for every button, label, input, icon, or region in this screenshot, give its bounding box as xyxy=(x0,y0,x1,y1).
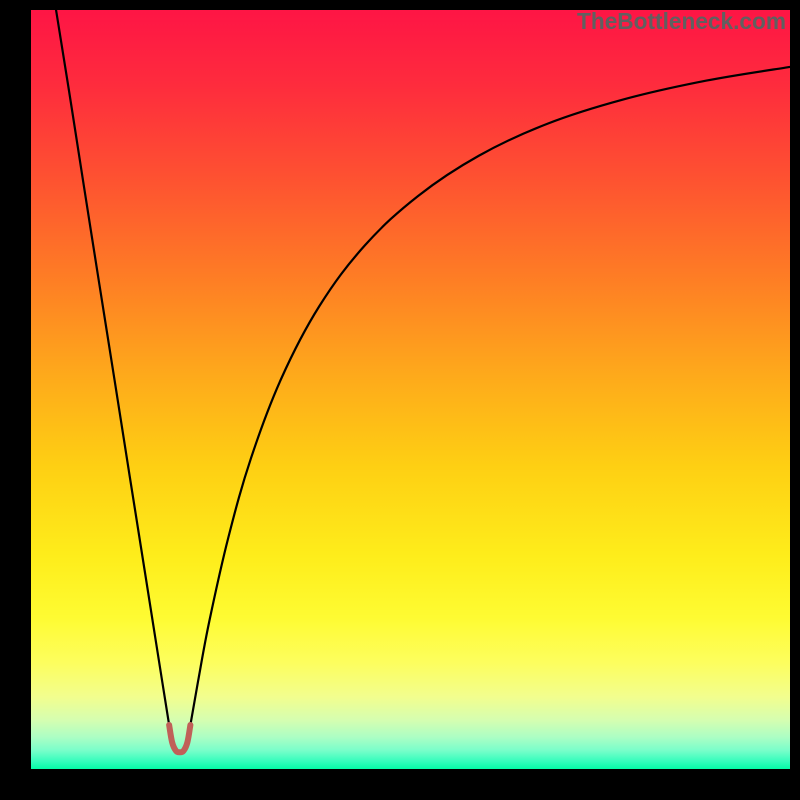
chart-frame: TheBottleneck.com xyxy=(0,0,800,800)
plot-area xyxy=(31,10,790,769)
watermark-text: TheBottleneck.com xyxy=(577,8,786,35)
gradient-background xyxy=(31,10,790,769)
